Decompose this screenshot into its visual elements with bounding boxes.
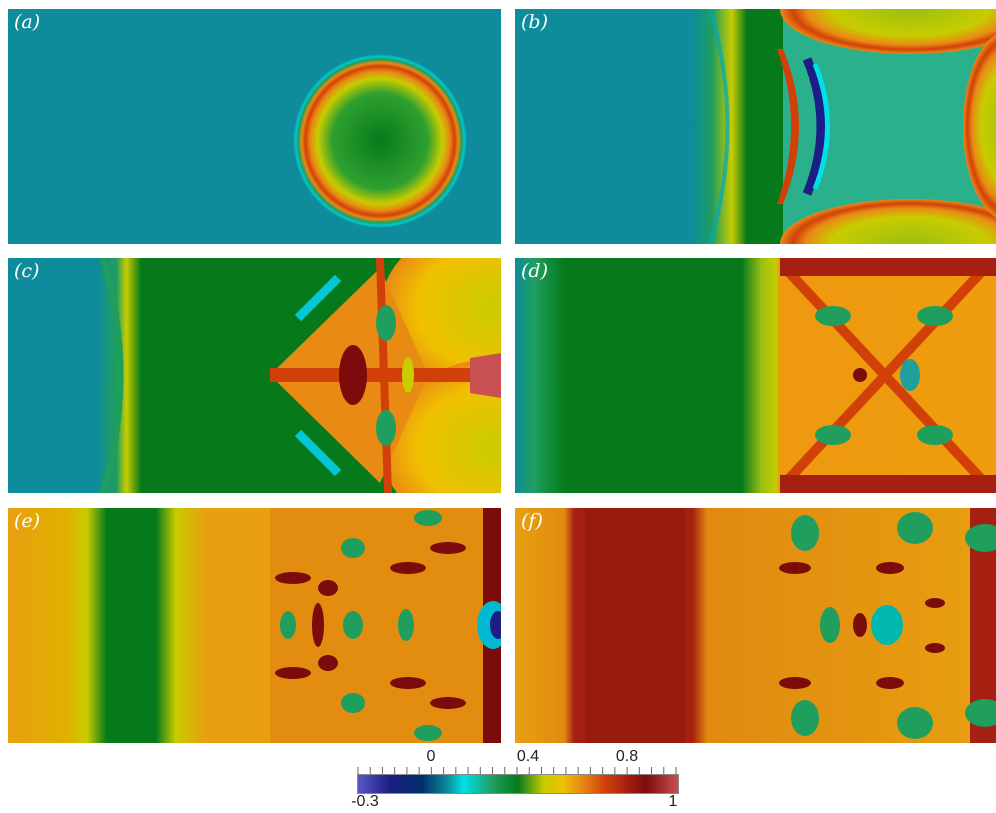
panel-d: (d) — [515, 258, 996, 493]
panel-c: (c) — [8, 258, 501, 493]
panel-label-a: (a) — [14, 11, 41, 33]
colorbar-ticks — [357, 765, 677, 775]
panel-label-c: (c) — [14, 260, 40, 282]
colorbar-min-label: -0.3 — [351, 793, 379, 810]
colorbar-tick-label-0-4: 0.4 — [516, 748, 540, 765]
panel-label-d: (d) — [521, 260, 548, 282]
colorbar-gradient — [357, 774, 679, 794]
panel-e: (e) — [8, 508, 501, 743]
panel-e-plot — [8, 508, 501, 743]
colorbar-max-label: 1 — [668, 793, 678, 810]
panel-f: (f) — [515, 508, 996, 743]
colorbar-tick-label-0-8: 0.8 — [615, 748, 639, 765]
panel-label-b: (b) — [521, 11, 548, 33]
panel-a: (a) — [8, 9, 501, 244]
panel-a-plot — [8, 9, 501, 244]
panel-d-plot — [515, 258, 996, 493]
panel-f-plot — [515, 508, 996, 743]
colorbar-tick-label-0: 0 — [426, 748, 436, 765]
panel-label-f: (f) — [521, 510, 543, 532]
panel-c-plot — [8, 258, 501, 493]
colorbar: 0 0.4 0.8 -0.3 1 — [351, 748, 680, 813]
panel-b-plot — [515, 9, 996, 244]
panel-b: (b) — [515, 9, 996, 244]
panel-label-e: (e) — [14, 510, 41, 532]
